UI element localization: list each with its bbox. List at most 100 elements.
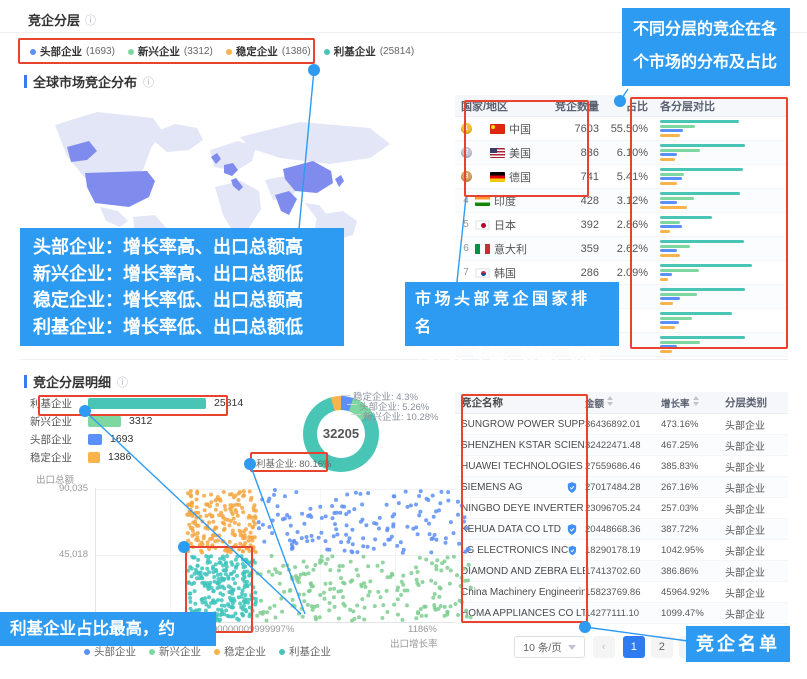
mini-bar-stable [660,133,680,137]
col-header-amount[interactable]: 金额 [585,395,661,410]
company-table-body: SUNGROW POWER SUPPLY CO L... 36436892.01… [455,414,788,624]
company-growth: 1099.47% [661,607,704,619]
bar-label: 新兴企业 [30,415,72,428]
company-table-row[interactable]: NINGBO DEYE INVERTER TECHN... 23096705.2… [455,498,788,519]
info-icon[interactable]: ⓘ [117,376,129,389]
shield-icon[interactable] [567,523,577,535]
bar-label: 头部企业 [30,433,72,446]
mini-bar-emerging [660,340,700,344]
scatter-legend-item[interactable]: 稳定企业 [214,644,266,659]
y-axis-line [95,488,96,622]
company-table-row[interactable]: DIAMOND AND ZEBRA ELECTRIC... 17413702.6… [455,561,788,582]
mini-bar-niche [660,336,745,340]
country-table-row[interactable]: 7 韩国 286 2.09% [455,261,788,285]
company-table-row[interactable]: KEHUA DATA CO LTD 20448668.36 387.72% 头部… [455,519,788,540]
competitor-count: 741 [580,170,599,183]
company-name-cell: SIEMENS AG [455,482,585,493]
scatter-legend-label: 新兴企业 [159,646,201,658]
bar-chart-row[interactable]: 头部企业 1693 [30,430,300,448]
company-amount: 14277111.10 [585,607,640,619]
share-percent: 5.41% [616,170,648,183]
tier-legend-count: (25814) [379,46,415,57]
tier-definition-line: 头部企业：增长率高、出口总额高 [33,237,303,257]
tier-mini-bars [648,263,788,283]
country-table-row[interactable]: 4 印度 428 3.12% [455,189,788,213]
company-growth: 387.72% [661,523,699,535]
map-asia [240,122,390,164]
tier-legend-item[interactable]: 稳定企业 (1386) [225,44,311,59]
sort-icon[interactable] [692,395,699,406]
share-percent: 2.62% [616,242,648,255]
company-table-row[interactable]: SHENZHEN KSTAR SCIENCE AND... 32422471.4… [455,435,788,456]
company-name: NINGBO DEYE INVERTER TECHN... [461,502,585,514]
scatter-x-tick-right: 1186% [408,624,437,635]
mini-bar-head [660,225,682,229]
scatter-legend-label: 利基企业 [289,646,331,658]
flag-icon [475,267,490,278]
shield-icon[interactable] [568,545,577,556]
callout-tier-definitions: 头部企业：增长率高、出口总额高 新兴企业：增长率高、出口总额低 稳定企业：增长率低、… [20,228,344,346]
company-table-row[interactable]: China Machinery Engineering Cor... 15823… [455,582,788,603]
info-icon[interactable]: ⓘ [85,14,97,27]
mini-bar-emerging [660,196,694,200]
company-table-row[interactable]: SUNGROW POWER SUPPLY CO L... 36436892.01… [455,414,788,435]
map-india-highlight [275,191,297,215]
donut-niche-pointer-line [330,462,342,463]
section-accent-bar [24,375,27,388]
company-growth: 267.16% [661,481,699,493]
country-table-row[interactable]: 2 美国 836 6.10% [455,141,788,165]
company-name: China Machinery Engineering Cor... [461,586,585,598]
bar-label: 稳定企业 [30,451,72,464]
country-table-body: 1 中国 7603 55.50% [455,117,788,357]
company-name: DIAMOND AND ZEBRA ELECTRIC... [461,565,585,577]
connector-dot [614,95,626,107]
sort-icon[interactable] [607,395,614,406]
page-size-select[interactable]: 10 条/页 [514,636,585,658]
share-percent: 2.09% [616,266,648,279]
company-table-row[interactable]: HUAWEI TECHNOLOGIES CO LTD 27559686.46 3… [455,456,788,477]
tier-mini-bars [648,191,788,211]
scatter-legend-item[interactable]: 新兴企业 [149,644,201,659]
country-table-row[interactable] [455,309,788,333]
connector-dot [450,285,462,297]
mini-bar-stable [660,277,668,281]
tier-donut-chart[interactable]: 32205 [303,396,379,472]
tier-legend-item[interactable]: 头部企业 (1693) [30,44,115,59]
donut-label-niche: 利基企业: 80.16% [256,459,332,470]
donut-leader-line [341,395,351,396]
bar-chart-row[interactable]: 利基企业 25814 [30,394,300,412]
country-table-row[interactable]: 6 意大利 359 2.62% [455,237,788,261]
country-table-row[interactable]: 1 中国 7603 55.50% [455,117,788,141]
scatter-legend-item[interactable]: 利基企业 [279,644,331,659]
tier-legend-label: 头部企业 [40,46,82,58]
map-alaska-highlight [67,141,97,162]
country-cell: 5 日本 [455,217,547,233]
page-button[interactable]: 1 [622,636,645,658]
col-header-company: 竞企名称 [461,397,503,409]
page-button[interactable]: 2 [650,636,673,658]
bar-chart-row[interactable]: 新兴企业 3312 [30,412,300,430]
country-table-row[interactable]: 3 德国 741 5.41% [455,165,788,189]
flag-icon [490,147,505,158]
shield-icon[interactable] [567,481,577,493]
company-table-row[interactable]: HOMA APPLIANCES CO LTD 14277111.10 1099.… [455,603,788,624]
country-table-row[interactable]: 5 日本 392 2.86% [455,213,788,237]
medal-icon: 3 [461,171,472,182]
gridline [320,488,321,622]
prev-page-button[interactable]: ‹ [592,636,615,658]
rank-number: 6 [463,243,469,254]
company-name-cell: DIAMOND AND ZEBRA ELECTRIC... [455,566,585,577]
scatter-legend-item[interactable]: 头部企业 [84,644,136,659]
company-table-row[interactable]: LG ELECTRONICS INC 18290178.19 1042.95% … [455,540,788,561]
tier-legend-item[interactable]: 利基企业 (25814) [323,44,415,59]
map-north-america [55,112,163,184]
col-header-growth[interactable]: 增长率 [661,395,725,410]
company-table-row[interactable]: SIEMENS AG 27017484.28 267.16% 头部企业 [455,477,788,498]
tier-legend-item[interactable]: 新兴企业 (3312) [127,44,213,59]
donut-label-head: 头部企业: 5.26% [359,402,430,413]
company-name: LG ELECTRONICS INC [461,544,569,556]
donut-leader-line [347,404,357,405]
connector-dot [178,541,190,553]
connector-dot [579,621,591,633]
info-icon[interactable]: ⓘ [143,76,155,89]
